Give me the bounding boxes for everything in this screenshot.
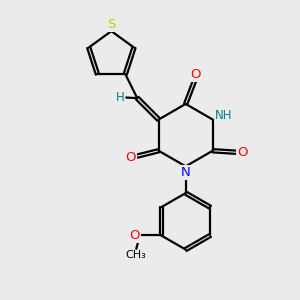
Text: NH: NH	[215, 110, 233, 122]
Text: O: O	[237, 146, 248, 159]
Text: O: O	[190, 68, 200, 81]
Text: O: O	[129, 229, 140, 242]
Text: O: O	[125, 151, 136, 164]
Text: CH₃: CH₃	[126, 250, 147, 260]
Text: H: H	[116, 91, 125, 104]
Text: S: S	[107, 18, 116, 31]
Text: N: N	[181, 167, 190, 179]
